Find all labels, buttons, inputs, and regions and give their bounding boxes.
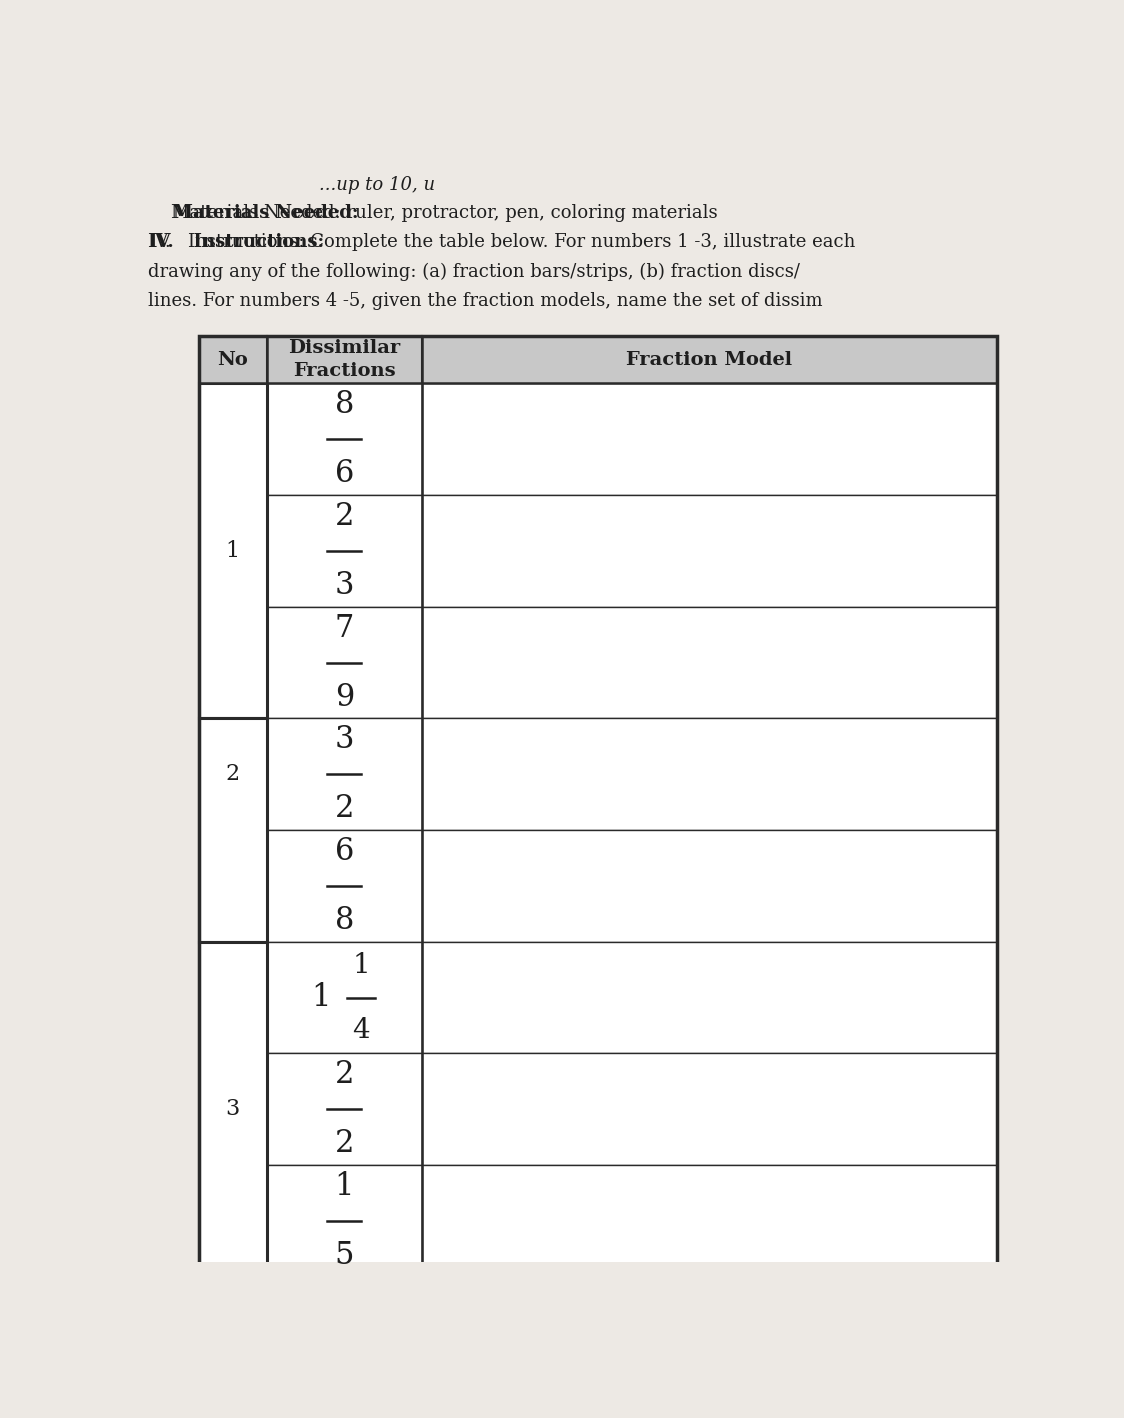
Text: 9: 9 — [335, 682, 354, 713]
Text: Fraction Model: Fraction Model — [626, 350, 792, 369]
Bar — [199, 830, 266, 942]
Text: Instructions:: Instructions: — [181, 234, 324, 251]
Bar — [199, 383, 266, 719]
Text: 8: 8 — [335, 905, 354, 936]
Text: 4: 4 — [353, 1017, 370, 1044]
Bar — [422, 719, 997, 830]
Text: 2: 2 — [335, 1129, 354, 1159]
Bar — [422, 942, 997, 1054]
Bar — [266, 830, 422, 942]
Bar — [199, 336, 997, 383]
Text: 3: 3 — [226, 1098, 239, 1120]
Bar — [422, 1166, 997, 1276]
Bar — [199, 719, 266, 830]
Text: 1: 1 — [311, 983, 330, 1012]
Bar — [266, 942, 422, 1054]
Bar — [199, 942, 266, 1276]
Text: 6: 6 — [335, 458, 354, 489]
Bar — [422, 1054, 997, 1166]
Text: Materials Needed:: Materials Needed: — [148, 204, 359, 223]
Bar — [266, 495, 422, 607]
Text: lines. For numbers 4 -5, given the fraction models, name the set of dissim: lines. For numbers 4 -5, given the fract… — [148, 292, 823, 309]
Text: Dissimilar
Fractions: Dissimilar Fractions — [288, 339, 400, 380]
Text: 6: 6 — [335, 835, 354, 866]
Bar — [422, 495, 997, 607]
Text: 7: 7 — [335, 613, 354, 644]
Text: 3: 3 — [335, 570, 354, 601]
Bar — [199, 383, 266, 495]
Text: 2: 2 — [335, 1059, 354, 1090]
Bar — [266, 607, 422, 719]
Text: 2: 2 — [335, 793, 354, 824]
Text: IV.: IV. — [148, 234, 174, 251]
Bar — [422, 607, 997, 719]
Text: No: No — [217, 350, 248, 369]
Text: 1: 1 — [226, 540, 239, 562]
Text: 2: 2 — [226, 763, 239, 786]
Bar — [422, 383, 997, 495]
Bar — [199, 1166, 266, 1276]
Bar — [266, 1166, 422, 1276]
Bar — [199, 1054, 266, 1166]
Text: 1: 1 — [353, 951, 370, 978]
Bar — [199, 719, 266, 942]
Bar — [199, 942, 266, 1054]
Text: 3: 3 — [335, 725, 354, 756]
Text: 1: 1 — [335, 1171, 354, 1202]
Text: 5: 5 — [335, 1239, 354, 1271]
Text: 2: 2 — [335, 501, 354, 532]
Text: ...up to 10, u: ...up to 10, u — [319, 176, 435, 194]
Bar — [199, 495, 266, 607]
Bar — [422, 830, 997, 942]
Bar — [266, 1054, 422, 1166]
Text: drawing any of the following: (a) fraction bars/strips, (b) fraction discs/: drawing any of the following: (a) fracti… — [148, 262, 800, 281]
Text: IV.   Instructions: Complete the table below. For numbers 1 -3, illustrate each: IV. Instructions: Complete the table bel… — [148, 234, 855, 251]
Text: 8: 8 — [335, 390, 354, 420]
Bar — [266, 719, 422, 830]
Bar — [199, 607, 266, 719]
Bar — [199, 336, 997, 1276]
Text: Materials Needed: ruler, protractor, pen, coloring materials: Materials Needed: ruler, protractor, pen… — [148, 204, 718, 223]
Bar — [266, 383, 422, 495]
